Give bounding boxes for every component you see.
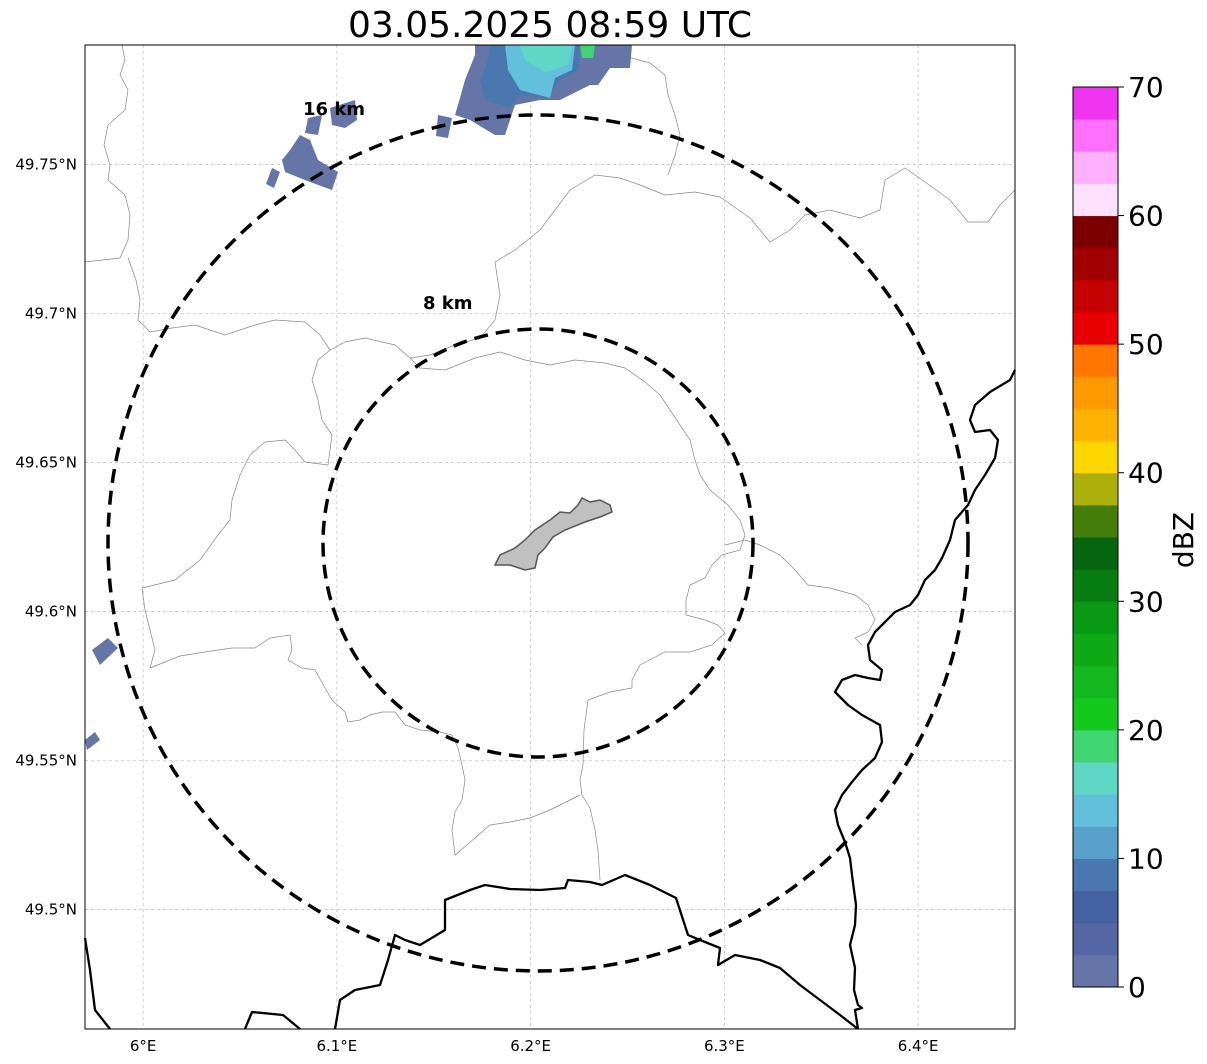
radar-echoes [85, 45, 632, 750]
colorbar-swatch [1073, 794, 1118, 827]
admin-boundary-line [141, 587, 581, 856]
colorbar-swatch [1073, 119, 1118, 152]
axis-ticks: 6°E 6.1°E 6.2°E 6.3°E 6.4°E 49.75°N 49.7°N 49.6… [15, 155, 938, 1055]
colorbar-swatch [1073, 87, 1118, 120]
border-line-southwest [243, 1010, 301, 1030]
echo-cell-northwest-4 [266, 168, 280, 188]
lat-tick-label: 49.55°N [15, 752, 77, 770]
colorbar-swatch [1073, 633, 1118, 667]
map-plot-area[interactable]: 8 km 16 km [83, 44, 1017, 1030]
colorbar-swatch [1073, 537, 1118, 570]
admin-boundary-line [409, 351, 746, 634]
colorbar-swatch [1073, 440, 1118, 474]
admin-boundary-line [579, 632, 726, 881]
colorbar-swatch [1073, 954, 1118, 988]
colorbar-swatch [1073, 472, 1118, 506]
colorbar-tick-label: 70 [1128, 71, 1164, 104]
colorbar-swatch [1073, 890, 1118, 924]
graticule-gridlines [85, 45, 1015, 1029]
echo-cell-north-peak [580, 45, 595, 58]
colorbar-swatch [1073, 858, 1118, 892]
echo-cell-northwest-3 [282, 135, 338, 190]
colorbar-swatch [1073, 344, 1118, 377]
colorbar-tick-label: 60 [1128, 200, 1164, 233]
colorbar-frame [1072, 86, 1119, 988]
colorbar-ticks: 0 10 20 30 40 50 60 70 [1118, 71, 1164, 1004]
lon-tick-label: 6.2°E [510, 1037, 551, 1055]
map-frame-border [84, 44, 1016, 1030]
colorbar-swatch [1073, 247, 1118, 281]
admin-boundary-line [311, 349, 333, 466]
colorbar-swatch [1073, 569, 1118, 602]
admin-boundary-line [127, 167, 1016, 359]
border-line-east [833, 369, 1017, 1030]
range-ring-16km [106, 113, 970, 973]
lon-tick-label: 6°E [130, 1037, 157, 1055]
echo-cell-west [92, 638, 118, 665]
colorbar-swatch [1073, 151, 1118, 184]
colorbar-tick-label: 40 [1128, 457, 1164, 490]
echo-cell-north-core [520, 45, 572, 72]
colorbar-swatch [1073, 183, 1118, 217]
admin-boundary-line [724, 539, 876, 646]
colorbar-swatch [1073, 504, 1118, 538]
range-ring-label-8km: 8 km [423, 293, 473, 314]
colorbar-swatch [1073, 279, 1118, 313]
colorbar: 0 10 20 30 40 50 60 70 dBZ [1072, 71, 1200, 1004]
colorbar-swatch [1073, 408, 1118, 442]
colorbar-tick-label: 0 [1128, 971, 1146, 1004]
colorbar-swatch [1073, 762, 1118, 795]
admin-boundary-line [84, 44, 131, 263]
lon-tick-label: 6.1°E [316, 1037, 357, 1055]
border-line-south [333, 873, 859, 1030]
colorbar-label: dBZ [1167, 512, 1200, 568]
border-line-west [83, 937, 111, 1030]
range-ring-label-16km: 16 km [303, 99, 365, 120]
colorbar-swatch [1073, 826, 1118, 859]
colorbar-swatch [1073, 376, 1118, 409]
lon-tick-label: 6.4°E [898, 1037, 939, 1055]
lat-tick-label: 49.75°N [15, 155, 77, 173]
national-border [83, 369, 1017, 1030]
colorbar-swatches [1073, 87, 1118, 988]
radar-site-area [493, 497, 613, 571]
colorbar-tick-label: 10 [1128, 842, 1164, 875]
map-title: 03.05.2025 08:59 UTC [347, 5, 753, 46]
administrative-boundaries [84, 44, 1016, 881]
echo-cell-southwest [85, 732, 100, 750]
colorbar-tick-label: 30 [1128, 585, 1164, 618]
colorbar-tick-label: 50 [1128, 328, 1164, 361]
colorbar-swatch [1073, 215, 1118, 249]
lat-tick-label: 49.6°N [25, 603, 77, 621]
lat-tick-label: 49.7°N [25, 304, 77, 322]
colorbar-tick-label: 20 [1128, 714, 1164, 747]
colorbar-swatch [1073, 312, 1118, 345]
colorbar-swatch [1073, 601, 1118, 634]
colorbar-swatch [1073, 729, 1118, 763]
lat-tick-label: 49.5°N [25, 901, 77, 919]
lat-tick-label: 49.65°N [15, 453, 77, 471]
colorbar-swatch [1073, 922, 1118, 956]
echo-cell-northwest-2 [305, 115, 322, 135]
echo-cell-northwest-1 [330, 100, 357, 128]
admin-boundary-line [141, 439, 329, 589]
colorbar-swatch [1073, 697, 1118, 731]
lon-tick-label: 6.3°E [704, 1037, 745, 1055]
range-ring-8km [321, 327, 755, 759]
colorbar-swatch [1073, 665, 1118, 699]
